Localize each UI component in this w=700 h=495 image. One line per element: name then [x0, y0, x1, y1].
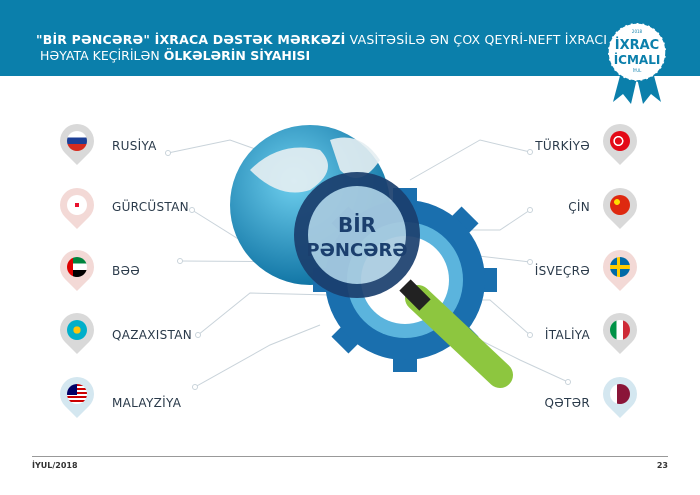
page-number: 23 — [656, 461, 668, 470]
header-banner: "BİR PƏNCƏRƏ" İXRACA DƏSTƏK MƏRKƏZİ VASİ… — [0, 0, 700, 76]
magnifier-handle — [405, 285, 513, 388]
footer-divider — [32, 456, 668, 457]
svg-text:İYUL: İYUL — [633, 68, 643, 73]
country-label: ÇİN — [568, 200, 590, 214]
uae-flag — [67, 257, 87, 277]
italy-flag — [610, 320, 630, 340]
qatar-flag — [610, 384, 630, 404]
country-label: RUSİYA — [112, 139, 157, 153]
country-label: MALAYZİYA — [112, 396, 182, 410]
country-label: QƏTƏR — [544, 396, 590, 410]
country-label: İSVEÇRƏ — [534, 264, 590, 278]
title-line-2: HƏYATA KEÇİRİLƏN ÖLKƏLƏRİN SİYAHISI — [40, 48, 311, 63]
center-text-1: BİR — [338, 213, 376, 237]
svg-text:İCMALI: İCMALI — [614, 52, 661, 67]
country-label: BƏƏ — [112, 264, 141, 278]
china-flag — [610, 195, 630, 215]
country-label: QAZAXISTAN — [112, 328, 193, 342]
country-label: İTALİYA — [544, 328, 590, 342]
magnifier-ring — [294, 172, 420, 298]
kazakhstan-flag — [67, 320, 87, 340]
center-text-2: PƏNCƏRƏ — [306, 240, 407, 261]
country-label: GÜRCÜSTAN — [112, 200, 189, 214]
malaysia-flag — [67, 384, 87, 404]
ixrac-icmali-badge: 2018 İXRAC İCMALI İYUL — [607, 22, 667, 104]
svg-text:İXRAC: İXRAC — [615, 37, 659, 53]
country-label: TÜRKİYƏ — [535, 139, 590, 153]
footer-date: İYUL/2018 — [32, 461, 78, 470]
russia-flag — [67, 131, 87, 151]
turkey-flag — [610, 131, 630, 151]
svg-text:2018: 2018 — [632, 29, 643, 34]
sweden-flag — [610, 257, 630, 277]
georgia-flag — [67, 195, 87, 215]
title-line-1: "BİR PƏNCƏRƏ" İXRACA DƏSTƏK MƏRKƏZİ VASİ… — [36, 32, 608, 47]
